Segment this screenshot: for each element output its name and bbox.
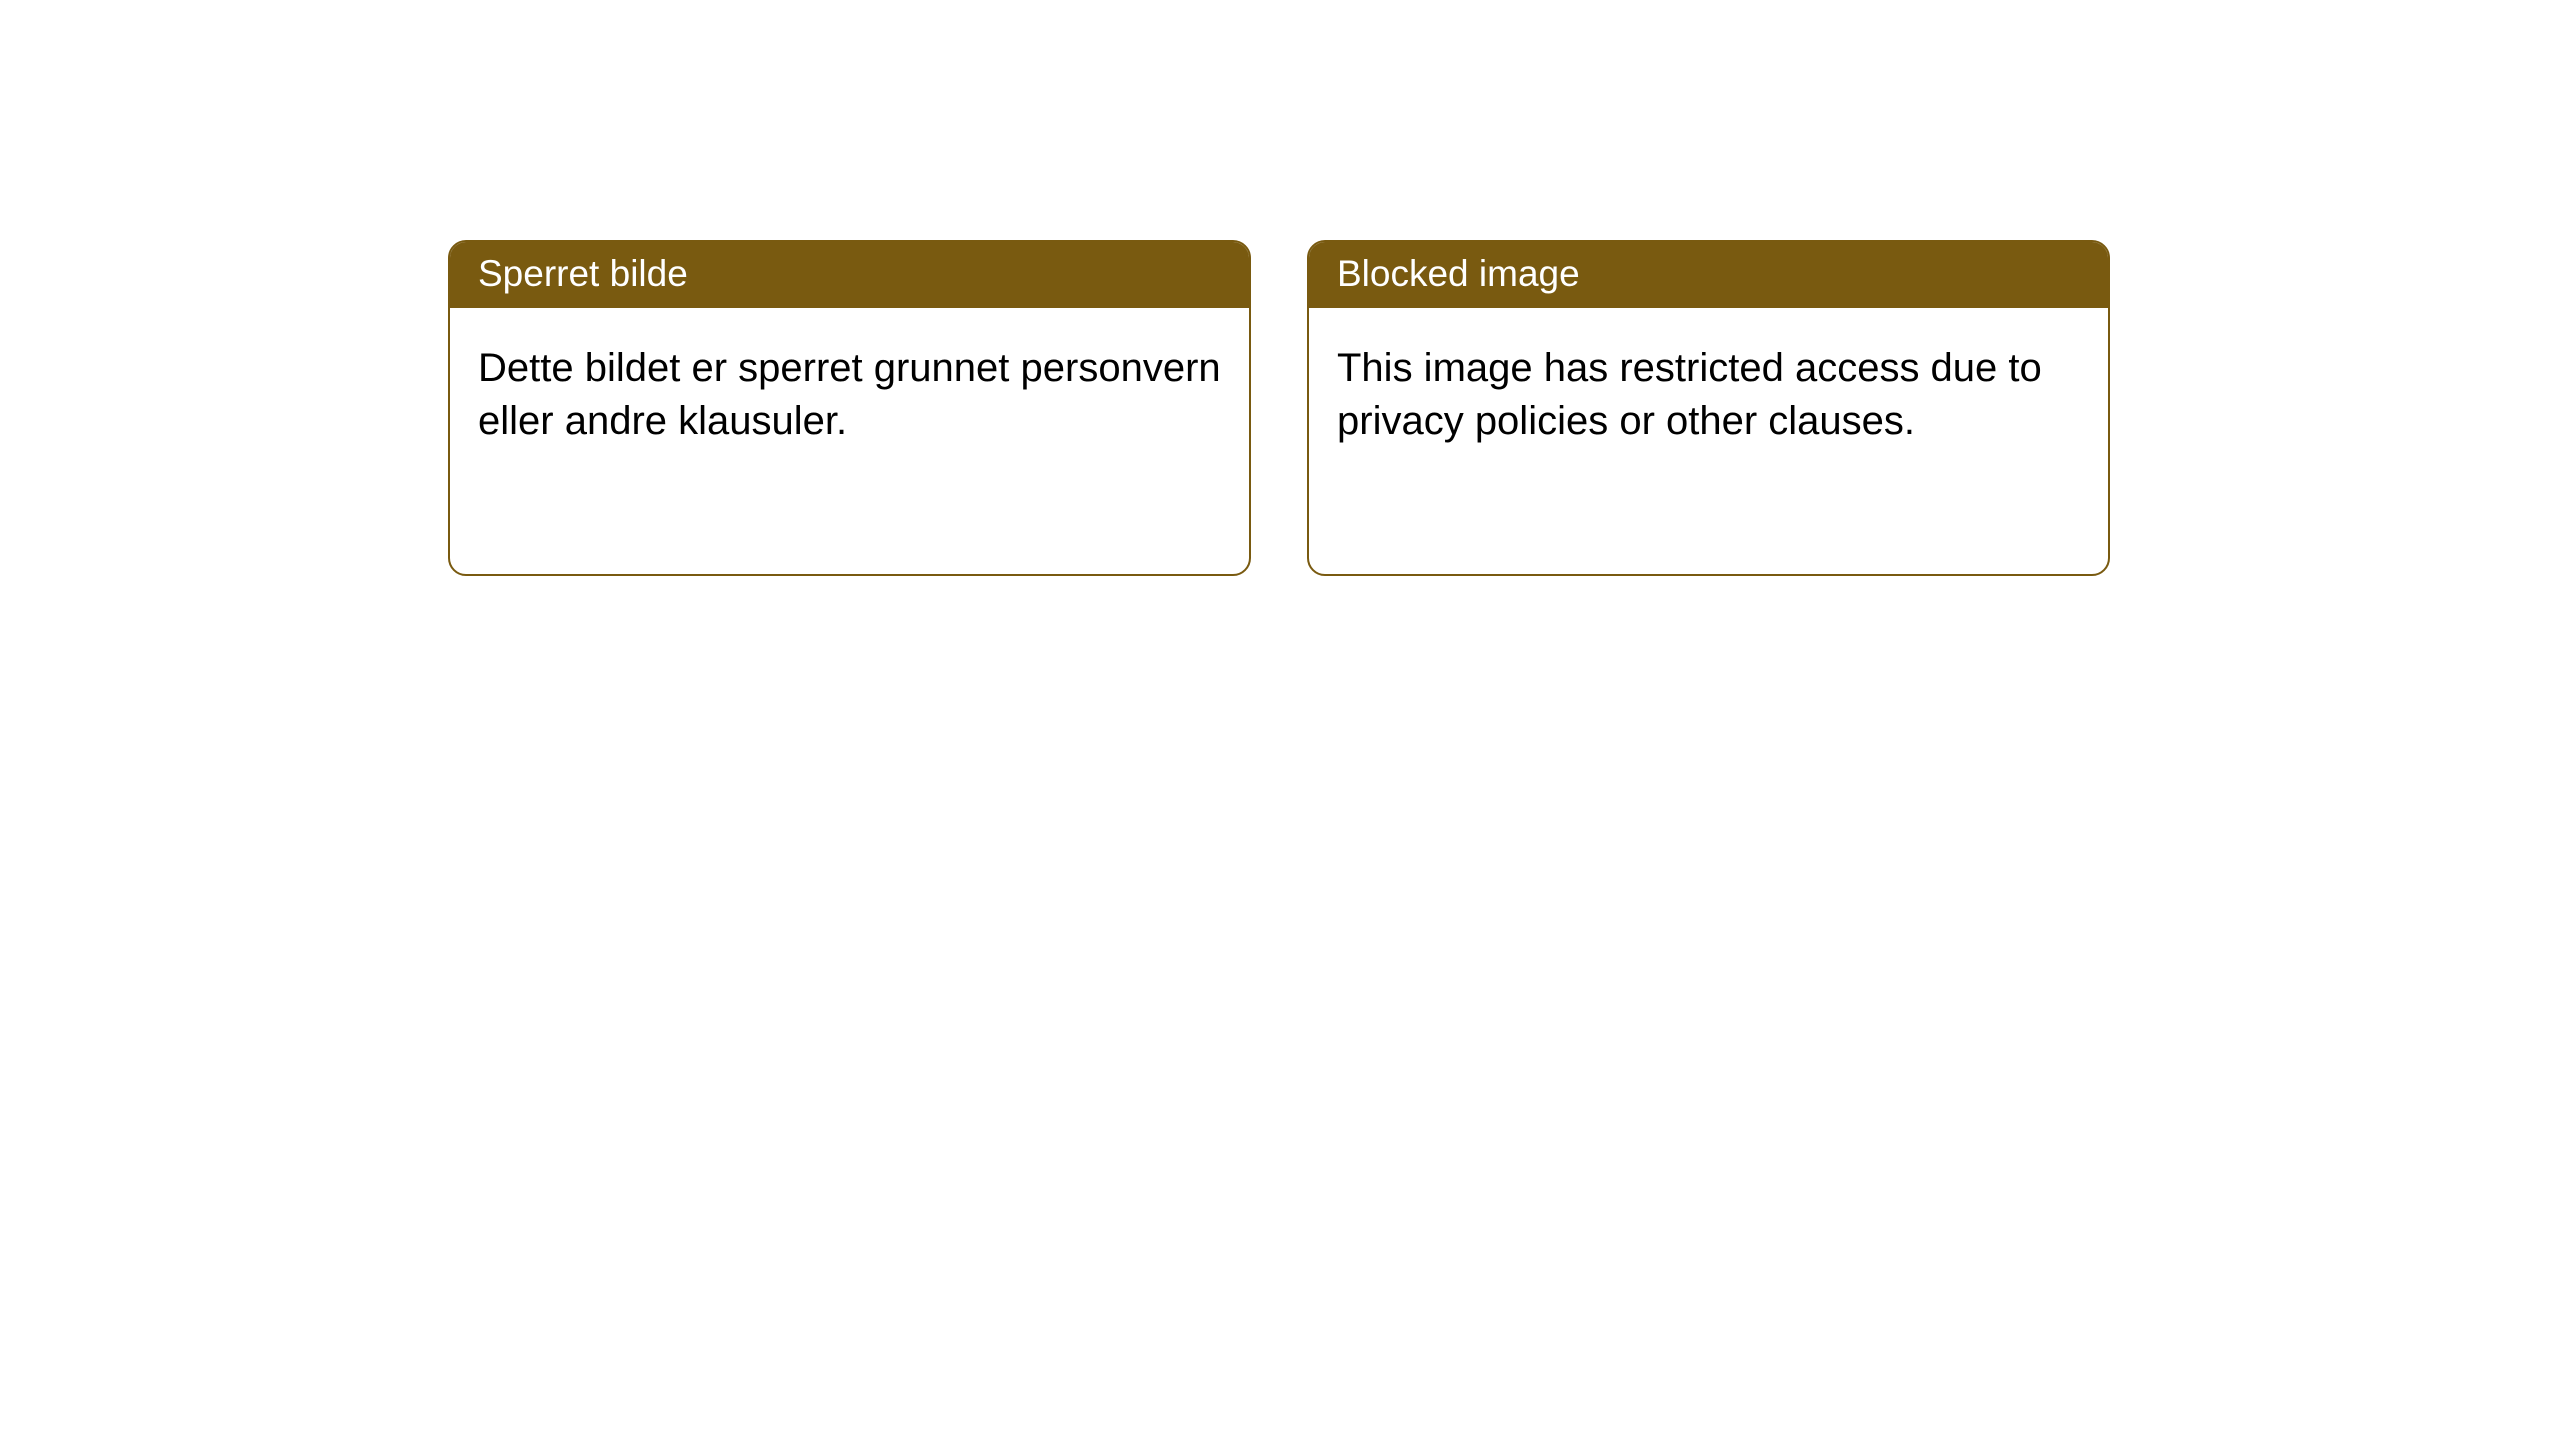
notice-card-english: Blocked image This image has restricted … <box>1307 240 2110 576</box>
notice-body-norwegian: Dette bildet er sperret grunnet personve… <box>450 308 1249 476</box>
notice-container: Sperret bilde Dette bildet er sperret gr… <box>0 0 2560 576</box>
notice-card-norwegian: Sperret bilde Dette bildet er sperret gr… <box>448 240 1251 576</box>
notice-header-norwegian: Sperret bilde <box>450 242 1249 308</box>
notice-body-english: This image has restricted access due to … <box>1309 308 2108 476</box>
notice-header-english: Blocked image <box>1309 242 2108 308</box>
